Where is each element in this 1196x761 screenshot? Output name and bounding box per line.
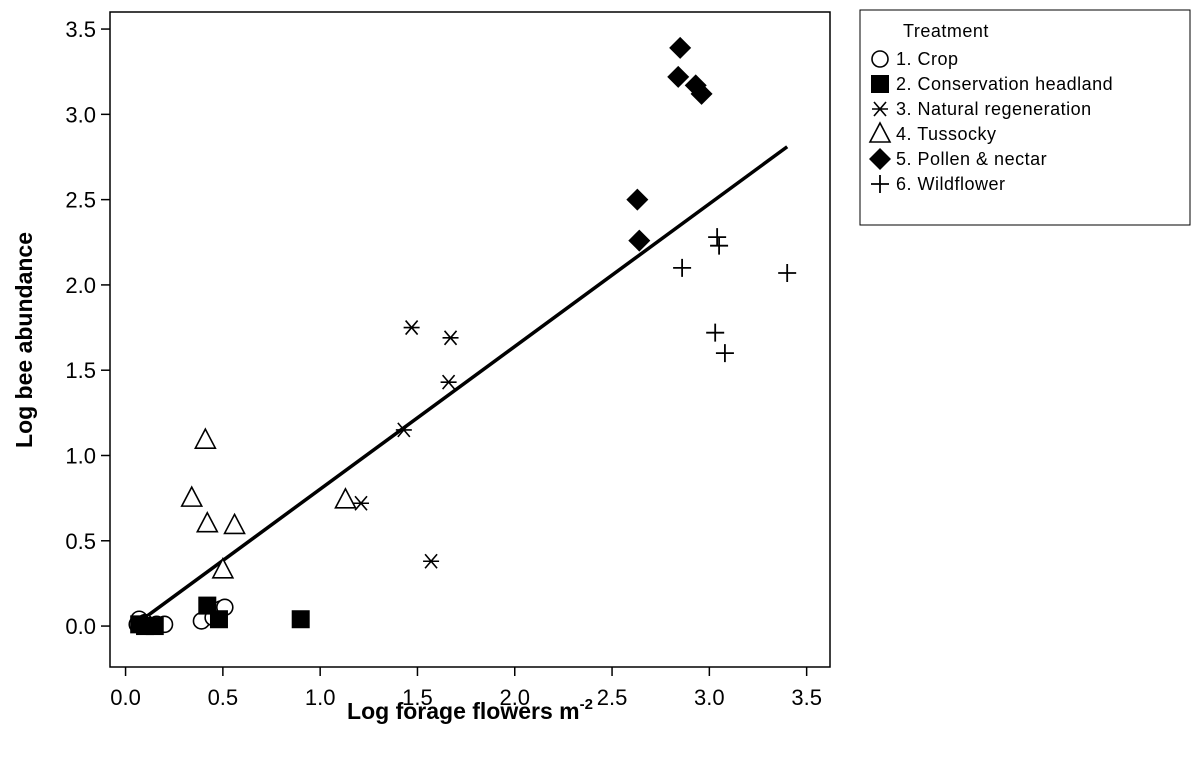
x-tick-label: 3.5 xyxy=(791,685,822,710)
y-axis-title: Log bee abundance xyxy=(11,232,37,448)
data-point xyxy=(395,422,412,438)
y-tick-label: 2.0 xyxy=(65,273,96,298)
data-point xyxy=(710,236,729,255)
legend-item-label: 6. Wildflower xyxy=(896,174,1006,194)
y-tick-label: 3.0 xyxy=(65,102,96,127)
legend-marker xyxy=(871,50,889,68)
data-point xyxy=(211,557,235,579)
data-point xyxy=(669,36,692,59)
legend-marker xyxy=(868,121,892,143)
legend-marker xyxy=(871,75,889,93)
y-axis-ticks: 0.0 0.5 1.0 1.5 2.0 2.5 3.0 3.5 xyxy=(65,17,110,639)
data-point xyxy=(223,512,246,535)
x-axis-title-text: Log forage flowers m xyxy=(347,698,580,724)
legend-title: Treatment xyxy=(903,21,989,41)
series-plus xyxy=(673,228,797,363)
data-point xyxy=(667,65,690,88)
data-point xyxy=(403,320,420,336)
y-tick-label: 3.5 xyxy=(65,17,96,42)
x-tick-label: 0.0 xyxy=(110,685,141,710)
data-point xyxy=(353,495,370,511)
y-tick-label: 0.0 xyxy=(65,614,96,639)
x-tick-label: 2.0 xyxy=(499,685,530,710)
legend-marker xyxy=(871,175,889,193)
data-point xyxy=(706,323,725,342)
legend-item-label: 1. Crop xyxy=(896,49,959,69)
y-tick-label: 1.5 xyxy=(65,358,96,383)
x-axis-title-superscript: -2 xyxy=(580,696,593,713)
data-point xyxy=(209,610,228,629)
data-point xyxy=(626,188,649,211)
legend-frame xyxy=(859,9,1191,226)
legend: Treatment 1. Crop 2. Conservation headlan… xyxy=(859,9,1191,226)
legend-item-label: 2. Conservation headland xyxy=(896,74,1113,94)
data-point xyxy=(440,374,457,390)
x-tick-label: 1.5 xyxy=(402,685,433,710)
data-point xyxy=(291,610,310,629)
x-tick-label: 3.0 xyxy=(694,685,725,710)
data-points xyxy=(128,36,797,636)
data-point xyxy=(708,228,727,247)
legend-marker xyxy=(872,101,888,117)
data-point xyxy=(334,487,357,509)
data-point xyxy=(194,427,217,449)
series-filled-square xyxy=(130,596,310,636)
data-point xyxy=(195,511,219,533)
plot-frame xyxy=(109,11,831,668)
y-tick-label: 0.5 xyxy=(65,529,96,554)
legend-marker xyxy=(869,148,891,170)
y-tick-label: 2.5 xyxy=(65,188,96,213)
x-tick-label: 2.5 xyxy=(597,685,628,710)
series-filled-diamond xyxy=(626,36,713,252)
x-tick-label: 0.5 xyxy=(208,685,239,710)
data-point xyxy=(198,596,217,615)
data-point xyxy=(145,617,164,636)
x-tick-label: 1.0 xyxy=(305,685,336,710)
data-point xyxy=(778,263,797,282)
x-axis-title: Log forage flowers m-2 xyxy=(347,696,593,724)
y-tick-label: 1.0 xyxy=(65,443,96,468)
legend-items: 1. Crop 2. Conservation headland 3. Natura… xyxy=(868,49,1113,194)
data-point xyxy=(673,258,692,277)
trendline xyxy=(143,145,789,619)
data-point xyxy=(180,485,204,507)
legend-item-label: 5. Pollen & nectar xyxy=(896,149,1047,169)
series-asterisk xyxy=(353,320,459,569)
legend-item-label: 3. Natural regeneration xyxy=(896,99,1092,119)
axes xyxy=(109,11,831,668)
data-point xyxy=(423,553,440,569)
data-point xyxy=(715,344,734,363)
x-axis-ticks: 0.0 0.5 1.0 1.5 2.0 2.5 3.0 3.5 xyxy=(110,667,822,710)
data-point xyxy=(690,82,713,105)
data-point xyxy=(442,330,459,346)
trendline-group xyxy=(143,145,789,619)
series-open-triangle xyxy=(180,427,357,579)
legend-item-label: 4. Tussocky xyxy=(896,124,997,144)
data-point xyxy=(628,229,651,252)
